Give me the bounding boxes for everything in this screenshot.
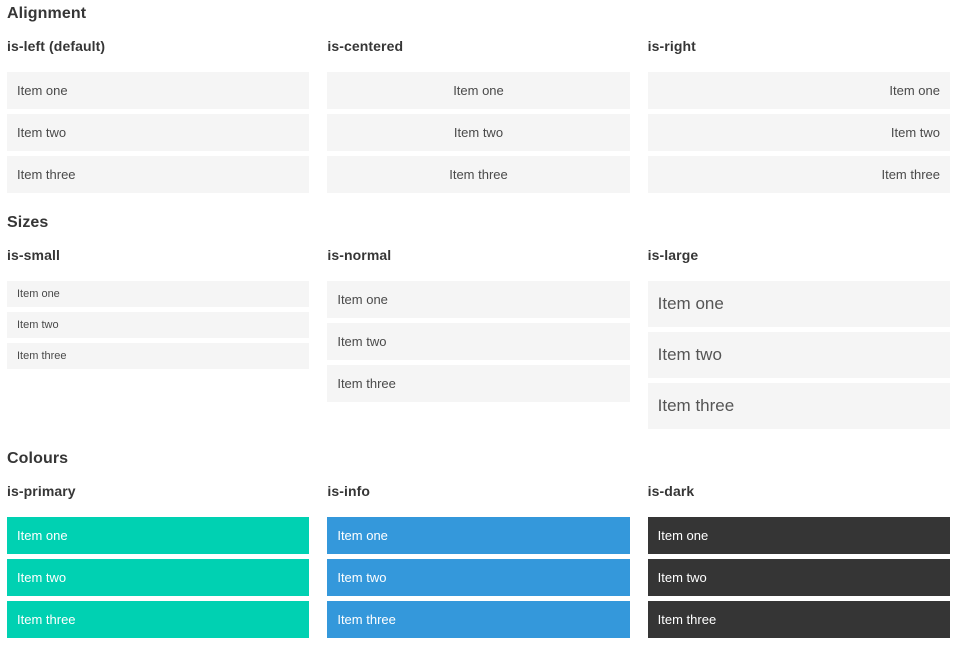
list-item[interactable]: Item two xyxy=(327,114,630,151)
list-small: Item one Item two Item three xyxy=(7,281,310,369)
list-item[interactable]: Item one xyxy=(647,281,950,327)
variant-title-is-normal: is-normal xyxy=(327,247,392,263)
variant-title-is-centered: is-centered xyxy=(327,38,404,54)
list-right-aligned: Item one Item two Item three xyxy=(647,72,950,193)
list-item[interactable]: Item two xyxy=(7,114,310,151)
list-item[interactable]: Item three xyxy=(327,156,630,193)
list-item[interactable]: Item one xyxy=(327,281,630,318)
list-item[interactable]: Item one xyxy=(327,517,630,554)
list-item[interactable]: Item three xyxy=(7,343,310,369)
list-item[interactable]: Item three xyxy=(647,383,950,429)
section-title-colours: Colours xyxy=(7,450,69,467)
variant-title-is-info: is-info xyxy=(327,483,371,499)
section-alignment: Alignment is-left (default) Item one Ite… xyxy=(7,4,950,193)
variant-is-normal: is-normal Item one Item two Item three xyxy=(327,233,630,402)
variant-is-info: is-info Item one Item two Item three xyxy=(327,469,630,638)
variant-is-dark: is-dark Item one Item two Item three xyxy=(647,469,950,638)
list-info: Item one Item two Item three xyxy=(327,517,630,638)
list-item[interactable]: Item two xyxy=(327,323,630,360)
list-item[interactable]: Item two xyxy=(327,559,630,596)
list-item[interactable]: Item two xyxy=(647,114,950,151)
list-center-aligned: Item one Item two Item three xyxy=(327,72,630,193)
list-item[interactable]: Item two xyxy=(647,332,950,378)
colours-row: is-primary Item one Item two Item three … xyxy=(7,469,950,638)
section-title-sizes: Sizes xyxy=(7,214,49,231)
list-item[interactable]: Item one xyxy=(7,72,310,109)
variant-is-large: is-large Item one Item two Item three xyxy=(647,233,950,429)
list-dark: Item one Item two Item three xyxy=(647,517,950,638)
list-item[interactable]: Item one xyxy=(647,72,950,109)
variant-title-is-right: is-right xyxy=(647,38,696,54)
variant-title-is-left: is-left (default) xyxy=(7,38,106,54)
list-item[interactable]: Item one xyxy=(647,517,950,554)
variant-title-is-small: is-small xyxy=(7,247,60,263)
section-sizes: Sizes is-small Item one Item two Item th… xyxy=(7,213,950,429)
variant-title-is-primary: is-primary xyxy=(7,483,76,499)
list-item[interactable]: Item one xyxy=(7,281,310,307)
list-item[interactable]: Item three xyxy=(327,365,630,402)
list-item[interactable]: Item one xyxy=(327,72,630,109)
list-item[interactable]: Item three xyxy=(327,601,630,638)
list-item[interactable]: Item two xyxy=(7,559,310,596)
variant-is-left: is-left (default) Item one Item two Item… xyxy=(7,24,310,193)
list-item[interactable]: Item three xyxy=(7,156,310,193)
list-primary: Item one Item two Item three xyxy=(7,517,310,638)
variant-is-centered: is-centered Item one Item two Item three xyxy=(327,24,630,193)
variant-is-small: is-small Item one Item two Item three xyxy=(7,233,310,369)
list-item[interactable]: Item three xyxy=(7,601,310,638)
section-colours: Colours is-primary Item one Item two Ite… xyxy=(7,449,950,638)
variant-title-is-large: is-large xyxy=(647,247,699,263)
variant-title-is-dark: is-dark xyxy=(647,483,695,499)
list-normal: Item one Item two Item three xyxy=(327,281,630,402)
variant-is-right: is-right Item one Item two Item three xyxy=(647,24,950,193)
list-item[interactable]: Item two xyxy=(7,312,310,338)
list-item[interactable]: Item one xyxy=(7,517,310,554)
list-item[interactable]: Item two xyxy=(647,559,950,596)
list-large: Item one Item two Item three xyxy=(647,281,950,429)
section-title-alignment: Alignment xyxy=(7,5,87,22)
variant-is-primary: is-primary Item one Item two Item three xyxy=(7,469,310,638)
list-left-aligned: Item one Item two Item three xyxy=(7,72,310,193)
list-item[interactable]: Item three xyxy=(647,601,950,638)
list-item[interactable]: Item three xyxy=(647,156,950,193)
sizes-row: is-small Item one Item two Item three is… xyxy=(7,233,950,429)
alignment-row: is-left (default) Item one Item two Item… xyxy=(7,24,950,193)
